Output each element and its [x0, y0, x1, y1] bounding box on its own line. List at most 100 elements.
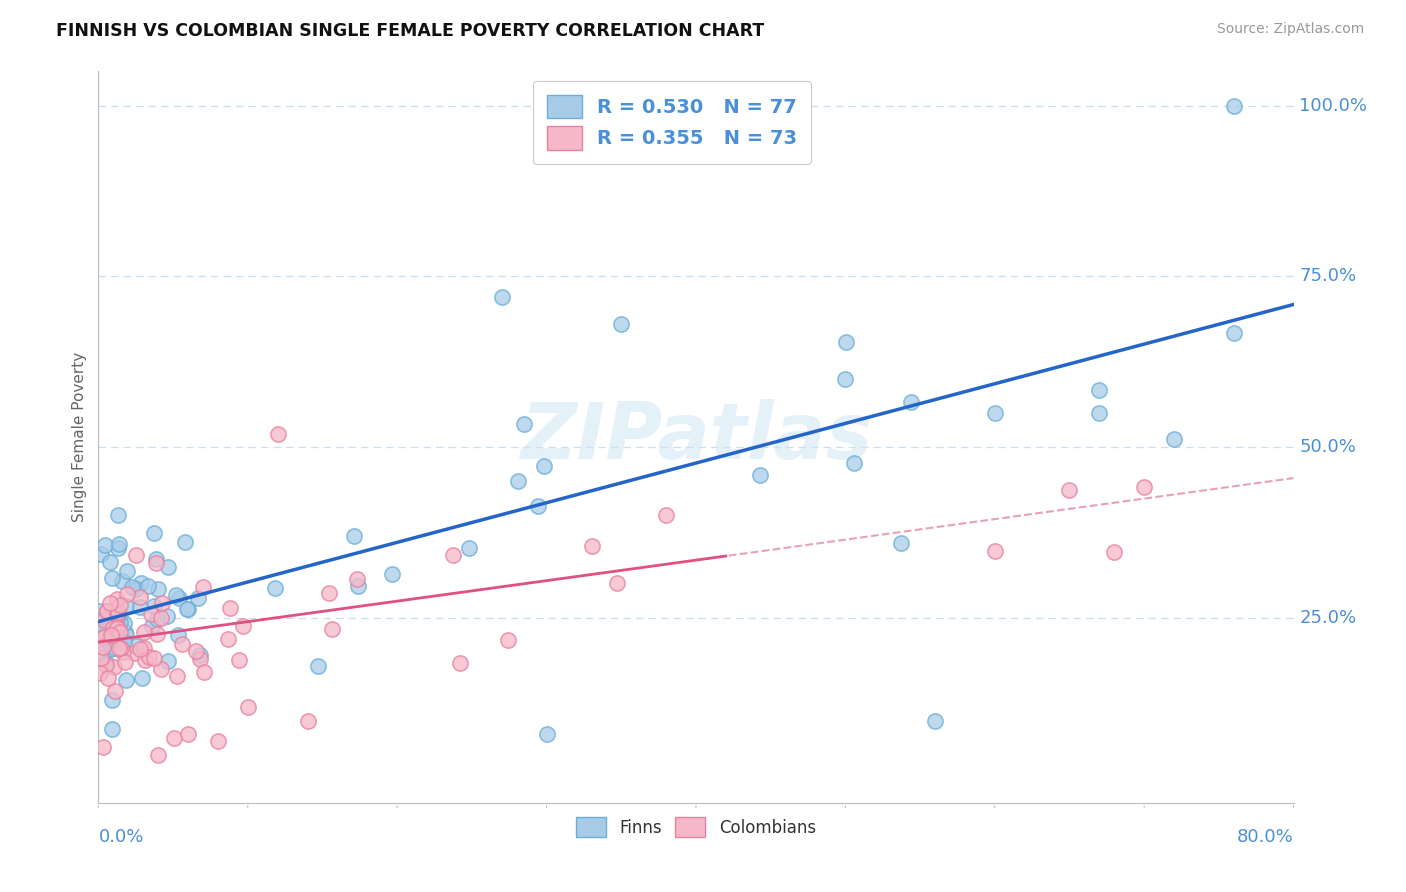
Point: [146, 627, 169, 641]
Point: [89, 613, 111, 627]
Point: [104, 683, 127, 698]
Point: [177, 602, 200, 616]
Point: [115, 587, 138, 601]
Point: [236, 700, 259, 714]
Point: [165, 588, 187, 602]
Text: 80.0%: 80.0%: [1237, 829, 1294, 847]
Point: [107, 619, 129, 633]
Point: [232, 619, 254, 633]
Point: [145, 612, 167, 626]
Point: [157, 654, 180, 668]
Point: [1163, 432, 1185, 446]
Point: [139, 607, 162, 622]
Point: [125, 548, 148, 562]
Point: [610, 318, 633, 332]
Point: [110, 624, 132, 639]
Point: [984, 544, 1007, 558]
Point: [149, 611, 172, 625]
Text: 50.0%: 50.0%: [1299, 438, 1357, 457]
Point: [228, 653, 250, 667]
Point: [381, 566, 404, 581]
Point: [458, 541, 481, 555]
Text: FINNISH VS COLOMBIAN SINGLE FEMALE POVERTY CORRELATION CHART: FINNISH VS COLOMBIAN SINGLE FEMALE POVER…: [56, 22, 765, 40]
Point: [1104, 544, 1126, 558]
Point: [112, 635, 135, 649]
Point: [150, 662, 173, 676]
Point: [536, 727, 558, 741]
Point: [98, 596, 121, 610]
Point: [97, 671, 120, 685]
Point: [100, 692, 122, 706]
Point: [533, 459, 555, 474]
Point: [104, 640, 127, 655]
Point: [93, 630, 115, 644]
Point: [129, 599, 152, 614]
Point: [491, 290, 513, 304]
Point: [834, 372, 856, 386]
Text: 100.0%: 100.0%: [1299, 96, 1368, 114]
Point: [108, 598, 131, 612]
Point: [91, 640, 114, 654]
Point: [1088, 383, 1111, 397]
Text: 0.0%: 0.0%: [98, 829, 143, 847]
Point: [112, 615, 135, 630]
Point: [115, 565, 138, 579]
Point: [496, 632, 519, 647]
Point: [581, 539, 603, 553]
Point: [100, 628, 122, 642]
Point: [105, 592, 128, 607]
Point: [835, 335, 858, 350]
Point: [187, 591, 209, 606]
Point: [513, 417, 536, 431]
Point: [188, 648, 211, 662]
Point: [148, 747, 170, 762]
Point: [156, 559, 179, 574]
Y-axis label: Single Female Poverty: Single Female Poverty: [72, 352, 87, 522]
Point: [90, 647, 112, 661]
Point: [655, 508, 678, 522]
Point: [90, 547, 112, 561]
Point: [132, 640, 155, 655]
Point: [100, 641, 122, 656]
Point: [1088, 406, 1111, 420]
Point: [150, 596, 173, 610]
Point: [107, 610, 129, 624]
Point: [842, 456, 865, 470]
Point: [105, 621, 128, 635]
Point: [141, 618, 163, 632]
Point: [107, 641, 129, 656]
Point: [98, 555, 121, 569]
Point: [606, 575, 628, 590]
Point: [91, 739, 114, 754]
Text: 25.0%: 25.0%: [1299, 609, 1357, 627]
Point: [110, 640, 132, 655]
Point: [115, 673, 138, 688]
Point: [94, 658, 117, 673]
Point: [89, 622, 111, 636]
Point: [193, 665, 215, 679]
Point: [134, 625, 156, 640]
Legend: Finns, Colombians: Finns, Colombians: [568, 809, 824, 846]
Point: [93, 613, 115, 627]
Point: [124, 646, 146, 660]
Point: [90, 651, 112, 665]
Point: [129, 590, 152, 604]
Point: [749, 468, 772, 483]
Point: [131, 671, 153, 685]
Point: [89, 666, 111, 681]
Point: [94, 538, 117, 552]
Text: ZIPatlas: ZIPatlas: [520, 399, 872, 475]
Point: [169, 591, 191, 605]
Point: [100, 722, 122, 736]
Point: [174, 535, 197, 549]
Point: [267, 426, 290, 441]
Point: [96, 604, 118, 618]
Point: [890, 535, 912, 549]
Point: [318, 585, 340, 599]
Point: [172, 637, 194, 651]
Point: [143, 650, 166, 665]
Point: [146, 582, 169, 597]
Point: [112, 645, 135, 659]
Point: [114, 655, 136, 669]
Point: [166, 668, 188, 682]
